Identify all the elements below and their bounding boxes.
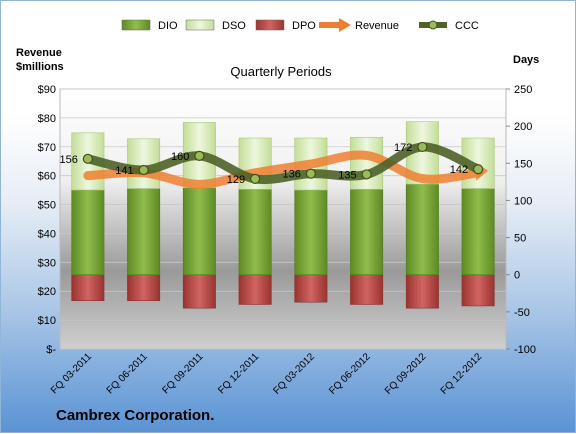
plot-area — [59, 88, 507, 350]
right-tick-label: -50 — [514, 307, 530, 319]
ccc-data-label: 172 — [394, 142, 412, 154]
legend-ccc-dot — [428, 20, 438, 30]
bar-dpo — [405, 274, 439, 309]
ccc-point — [138, 164, 149, 176]
ccc-data-label: 129 — [227, 174, 245, 186]
ccc-data-label: 160 — [171, 151, 189, 163]
left-tick-label: $90 — [38, 84, 56, 96]
left-tick-label: $80 — [38, 113, 56, 125]
right-tick-label: 150 — [514, 158, 532, 170]
category-label: FQ 12-2011 — [216, 351, 261, 396]
right-tick-label: 100 — [514, 195, 532, 207]
category-label: FQ 03-2012 — [271, 351, 317, 397]
ccc-point — [473, 164, 484, 175]
right-tick-label: 0 — [514, 270, 520, 282]
left-tick-label: $70 — [38, 142, 56, 154]
ccc-data-label: 135 — [338, 169, 356, 181]
legend-label-dpo: DPO — [292, 20, 316, 32]
left-axis-title-line2: $millions — [16, 61, 64, 73]
category-label: FQ 09-2011 — [161, 351, 206, 396]
bar-layer — [71, 121, 495, 309]
bar-dio — [294, 189, 328, 276]
left-tick-label: $20 — [38, 286, 56, 298]
category-label: FQ 09-2012 — [383, 351, 429, 397]
legend: DIO DSO DPO Revenue CCC — [121, 18, 479, 32]
right-tick-label: 50 — [514, 233, 526, 245]
left-axis-title-line1: Revenue — [16, 47, 62, 59]
bar-dpo — [350, 274, 384, 305]
ccc-data-label: 156 — [60, 154, 78, 166]
left-tick-label: $- — [46, 344, 56, 356]
bar-dpo — [127, 274, 161, 302]
left-tick-label: $50 — [38, 200, 56, 212]
right-tick-label: -100 — [514, 344, 536, 356]
label-layer: 156 141 160 129 136 135 172 142 — [60, 142, 469, 186]
ccc-point — [305, 168, 316, 179]
legend-label-revenue: Revenue — [355, 20, 399, 32]
bar-dso — [127, 138, 161, 189]
category-label: FQ 03-2011 — [49, 351, 94, 396]
bar-dpo — [71, 274, 105, 302]
left-tick-label: $10 — [38, 315, 56, 327]
legend-label-dio: DIO — [158, 20, 178, 32]
ccc-point — [82, 153, 93, 164]
legend-label-dso: DSO — [222, 20, 246, 32]
right-tick-label: 250 — [514, 84, 532, 96]
legend-swatch-dpo — [255, 19, 285, 31]
bar-dio — [350, 188, 384, 276]
bar-dio — [71, 189, 105, 276]
bar-dio — [182, 187, 216, 276]
left-tick-label: $30 — [38, 257, 56, 269]
bar-dpo — [294, 274, 328, 303]
legend-arrowhead — [339, 18, 351, 32]
ccc-point — [250, 173, 261, 184]
bar-dio — [127, 188, 161, 276]
left-tick-label: $40 — [38, 228, 56, 240]
legend-swatch-dso — [185, 19, 215, 31]
ccc-data-label: 136 — [283, 169, 301, 181]
bar-dio — [238, 188, 272, 276]
legend-swatch-dio — [121, 19, 151, 31]
ccc-line — [83, 142, 483, 185]
right-tick-label: 200 — [514, 121, 532, 133]
chart-title: Quarterly Periods — [230, 64, 332, 79]
bar-dpo — [182, 274, 216, 309]
left-tick-label: $60 — [38, 171, 56, 183]
category-label: FQ 06-2012 — [327, 351, 373, 397]
ccc-data-label: 142 — [450, 164, 468, 176]
bar-dpo — [461, 274, 495, 307]
ccc-point — [194, 150, 205, 161]
ccc-data-label: 141 — [115, 165, 133, 177]
bar-dio — [461, 188, 495, 276]
legend-label-ccc: CCC — [455, 20, 479, 32]
bar-dio — [405, 183, 439, 276]
right-axis-title: Days — [513, 54, 539, 66]
ccc-point — [361, 169, 372, 180]
category-label: FQ 06-2011 — [105, 351, 150, 396]
bar-dpo — [238, 274, 272, 305]
category-label: FQ 12-2012 — [439, 351, 485, 397]
line-layer — [82, 141, 489, 189]
company-name: Cambrex Corporation. — [56, 407, 215, 424]
ccc-point — [417, 141, 428, 153]
